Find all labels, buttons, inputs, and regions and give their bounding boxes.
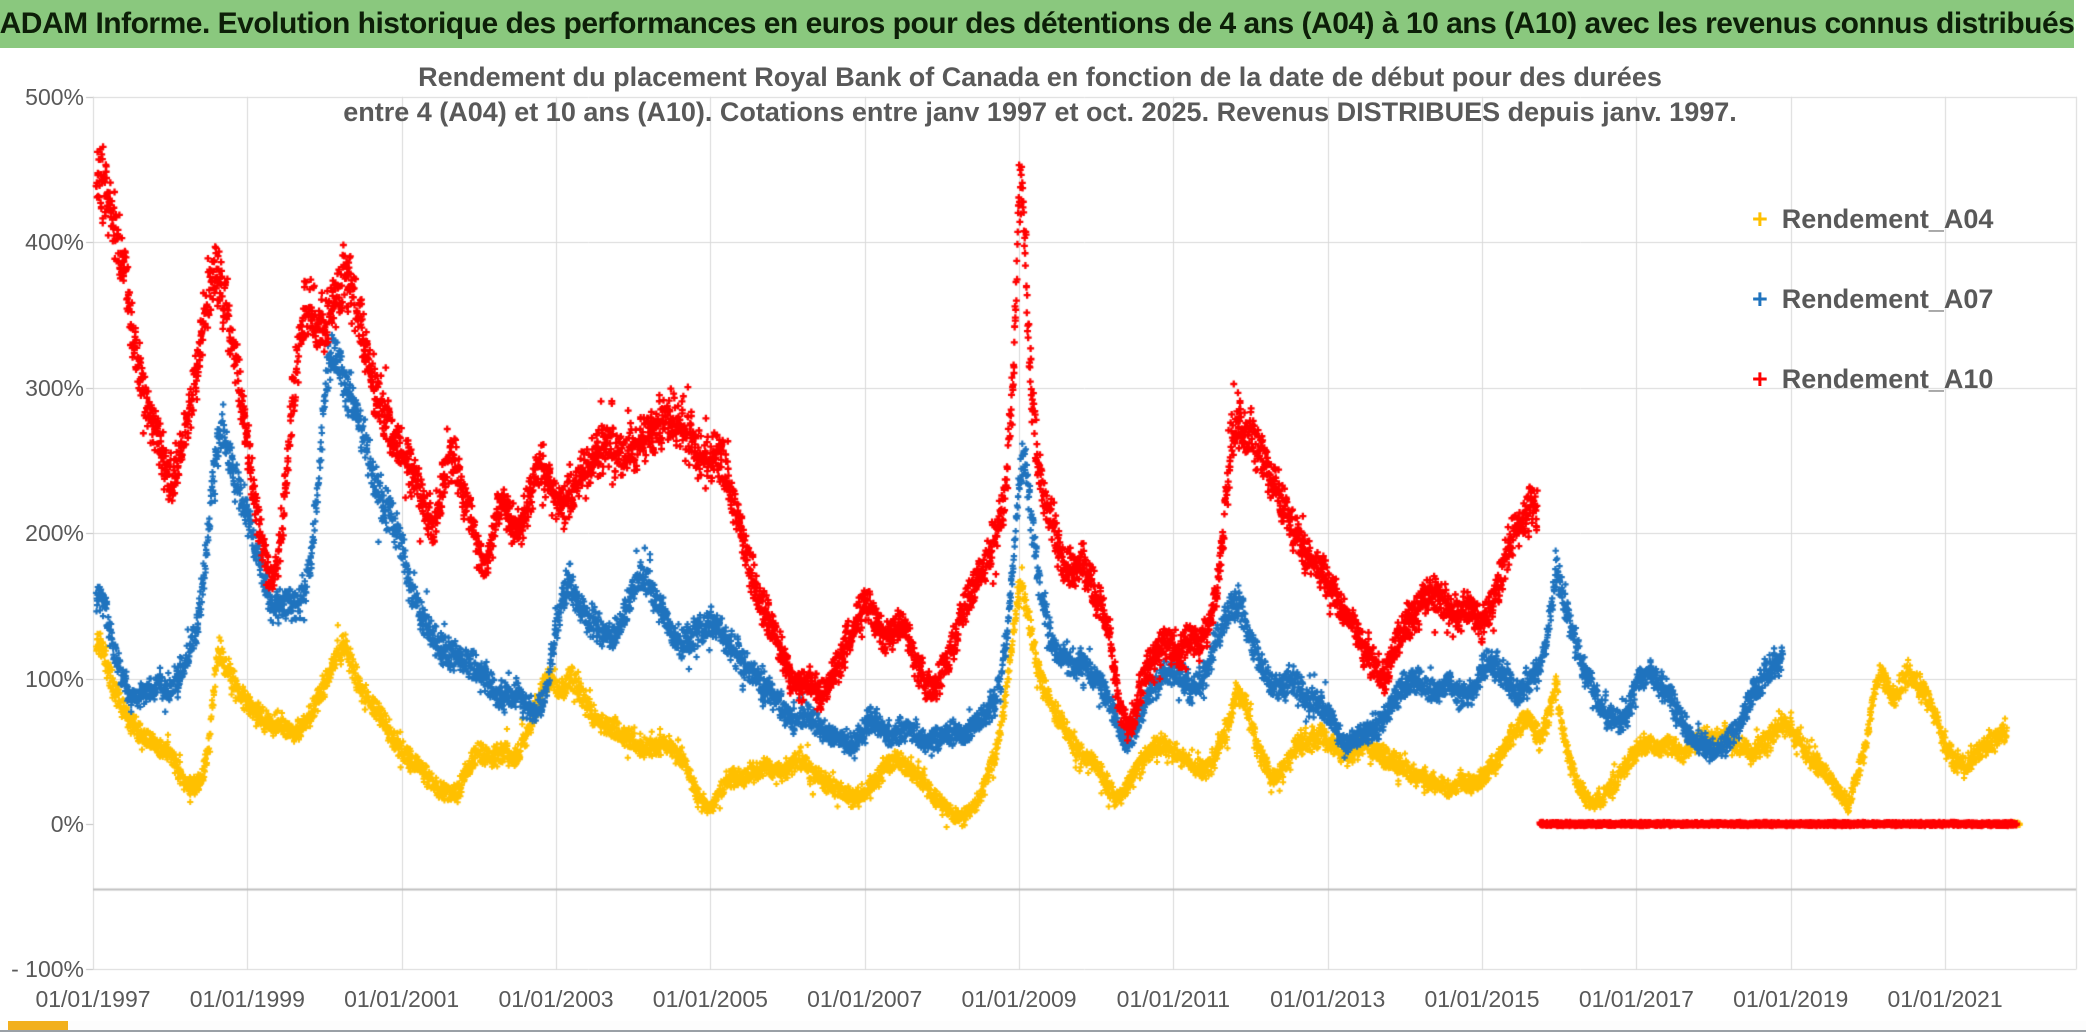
y-axis-label-200: 200% — [25, 520, 84, 547]
y-axis-label--100: - 100% — [11, 956, 84, 983]
bottom-scrollbar-strip[interactable] — [0, 1021, 2086, 1032]
legend-marker-plus-icon: + — [1752, 364, 1768, 394]
x-axis-label-2017: 01/01/2017 — [1578, 986, 1694, 1012]
y-axis-label-100: 100% — [25, 665, 84, 692]
x-axis-label-2019: 01/01/2019 — [1733, 986, 1849, 1012]
yellow-accent-bottom — [8, 1021, 68, 1030]
x-axis-label-2009: 01/01/2009 — [961, 986, 1077, 1012]
x-axis-label-2005: 01/01/2005 — [652, 986, 768, 1012]
legend-marker-plus-icon: + — [1752, 284, 1768, 314]
report-header: ADAM Informe. Evolution historique des p… — [0, 0, 2075, 48]
legend-label: Rendement_A07 — [1781, 284, 1994, 314]
scatter-plot-canvas — [0, 48, 2086, 1022]
y-axis-label-400: 400% — [25, 229, 84, 256]
legend-item-rendement_a10[interactable]: + Rendement_A10 — [1752, 364, 1993, 395]
y-axis-label-0: 0% — [50, 811, 84, 837]
x-axis-label-1997: 01/01/1997 — [35, 986, 151, 1012]
legend-item-rendement_a07[interactable]: + Rendement_A07 — [1752, 284, 1993, 315]
x-axis-label-1999: 01/01/1999 — [189, 986, 305, 1012]
x-axis-label-2001: 01/01/2001 — [344, 986, 460, 1012]
x-axis-label-2013: 01/01/2013 — [1270, 986, 1386, 1012]
chart-title-line2: entre 4 (A04) et 10 ans (A10). Cotations… — [343, 97, 1737, 127]
legend-label: Rendement_A04 — [1781, 204, 1994, 234]
y-axis-label-300: 300% — [25, 374, 84, 401]
y-axis-label-500: 500% — [25, 83, 84, 110]
x-axis-label-2007: 01/01/2007 — [807, 986, 923, 1012]
legend-item-rendement_a04[interactable]: + Rendement_A04 — [1752, 204, 1993, 235]
chart-title: Rendement du placement Royal Bank of Can… — [60, 60, 2020, 130]
x-axis-label-2021: 01/01/2021 — [1887, 986, 2003, 1012]
chart-title-line1: Rendement du placement Royal Bank of Can… — [418, 62, 1662, 92]
legend-marker-plus-icon: + — [1752, 204, 1768, 234]
x-axis-label-2015: 01/01/2015 — [1424, 986, 1540, 1012]
performance-chart: Rendement du placement Royal Bank of Can… — [0, 48, 2086, 1022]
x-axis-label-2011: 01/01/2011 — [1116, 986, 1231, 1012]
report-title: ADAM Informe. Evolution historique des p… — [0, 7, 2075, 40]
legend-label: Rendement_A10 — [1781, 364, 1994, 394]
x-axis-label-2003: 01/01/2003 — [498, 986, 614, 1012]
